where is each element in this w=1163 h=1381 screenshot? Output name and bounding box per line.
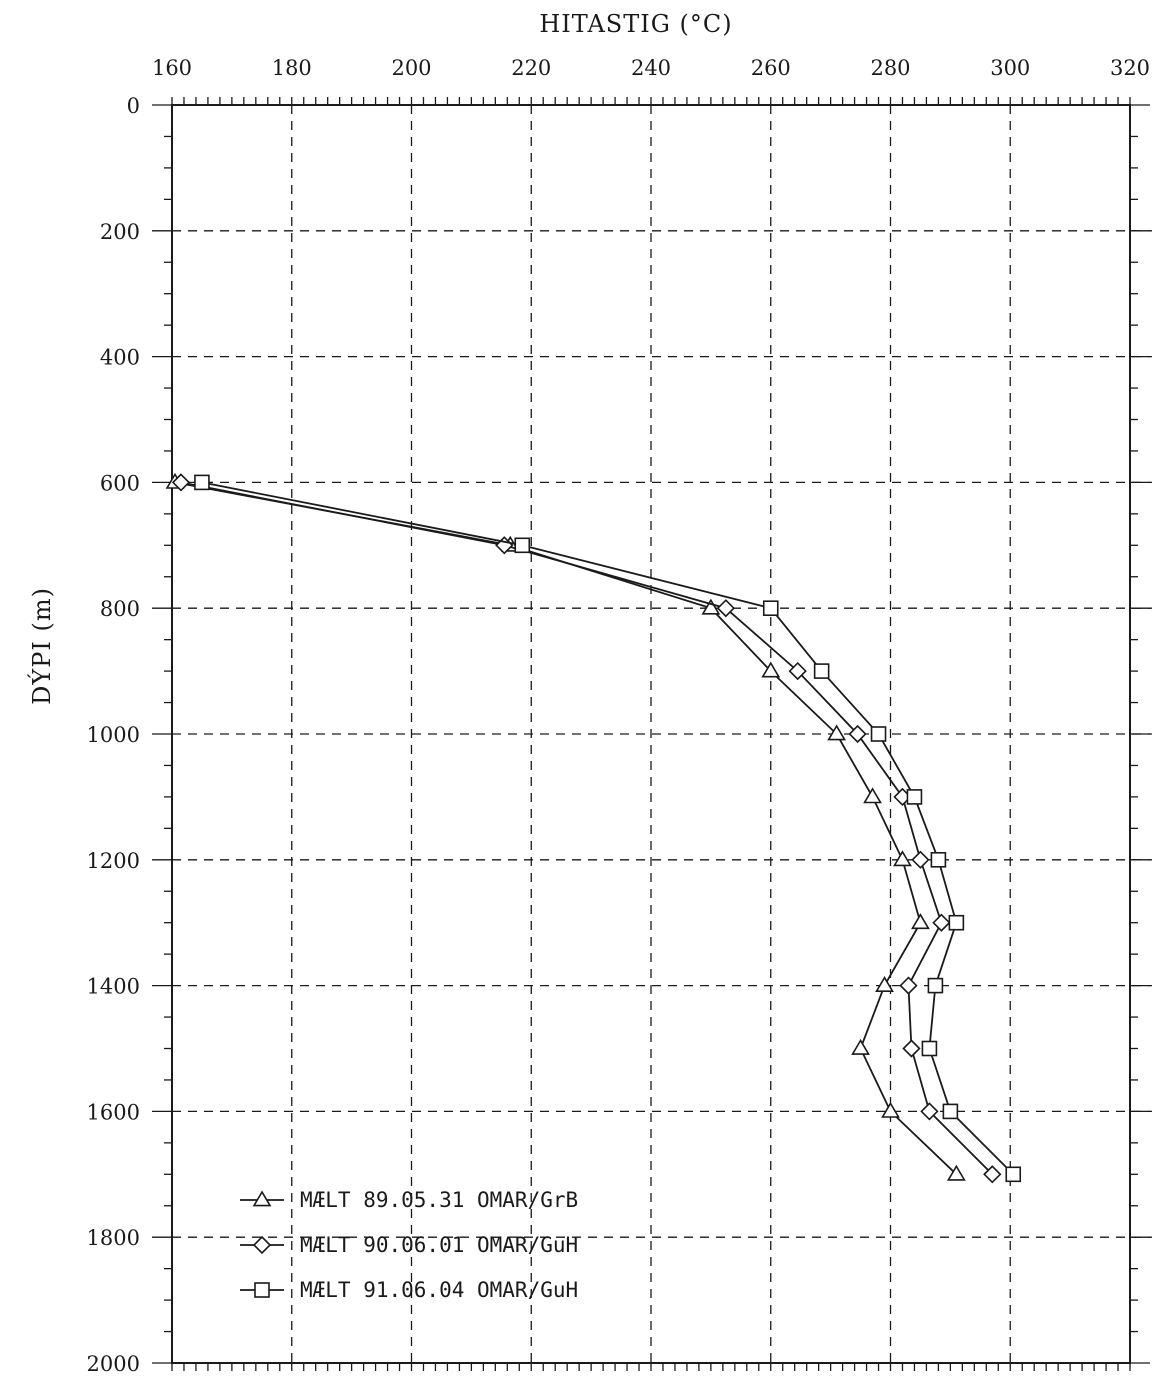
- legend-item: MÆLT 91.06.04 OMAR/GuH: [240, 1278, 578, 1302]
- square-data-point: [930, 851, 947, 868]
- triangle-data-point: [946, 1164, 966, 1181]
- y-tick-label: 600: [100, 471, 140, 495]
- diamond-data-point: [899, 976, 918, 995]
- square-data-point: [813, 663, 830, 679]
- series-triangle: [165, 472, 966, 1181]
- diamond-data-point: [716, 599, 735, 618]
- triangle-data-point: [761, 661, 781, 678]
- diamond-data-point: [911, 850, 930, 869]
- legend-diamond-marker: [252, 1235, 272, 1255]
- legend-label: MÆLT 91.06.04 OMAR/GuH: [300, 1278, 578, 1302]
- square-data-point: [1005, 1166, 1022, 1183]
- x-tick-label: 320: [1110, 56, 1150, 80]
- triangle-data-point: [881, 1101, 900, 1118]
- minor-ticks: [152, 97, 1150, 1371]
- y-tick-label: 1600: [87, 1100, 140, 1124]
- series-line-square: [201, 481, 1014, 1175]
- series-diamond: [171, 473, 1002, 1184]
- y-tick-label: 1400: [87, 975, 140, 999]
- diamond-data-point: [983, 1165, 1002, 1184]
- diamond-data-point: [171, 473, 191, 492]
- square-data-point: [514, 537, 531, 554]
- square-data-point: [942, 1103, 959, 1120]
- diamond-data-point: [902, 1039, 921, 1058]
- series-line-triangle: [174, 481, 957, 1175]
- legend-item: MÆLT 89.05.31 OMAR/GrB: [240, 1188, 578, 1212]
- triangle-data-point: [875, 976, 894, 993]
- x-tick-label: 260: [751, 56, 791, 80]
- square-data-point: [906, 789, 923, 805]
- series-square: [194, 474, 1022, 1183]
- x-tick-label: 280: [870, 56, 910, 80]
- series-line-diamond: [180, 481, 993, 1175]
- y-tick-label: 2000: [87, 1352, 140, 1376]
- legend-triangle-marker: [252, 1190, 272, 1207]
- grid-lines: [172, 105, 1152, 1363]
- square-data-point: [921, 1040, 938, 1057]
- x-tick-label: 220: [511, 56, 551, 80]
- legend-item: MÆLT 90.06.01 OMAR/GuH: [240, 1233, 578, 1257]
- y-axis-title: DÝPI (m): [27, 587, 56, 705]
- x-tick-label: 160: [152, 56, 192, 80]
- triangle-data-point: [851, 1038, 870, 1055]
- x-tick-label: 180: [272, 56, 312, 80]
- y-tick-label: 400: [100, 346, 140, 370]
- legend: MÆLT 89.05.31 OMAR/GrB MÆLT 90.06.01 OMAR…: [240, 1188, 578, 1302]
- x-tick-label: 200: [391, 56, 431, 80]
- triangle-data-point: [893, 850, 912, 867]
- y-tick-labels: 0 200 400 600 800 1000 1200 1400 1600 1800 2000: [87, 94, 140, 1376]
- x-tick-label: 240: [631, 56, 671, 80]
- square-data-point: [948, 914, 965, 931]
- diamond-data-point: [932, 913, 951, 932]
- y-tick-label: 1200: [87, 849, 140, 873]
- y-tick-label: 200: [100, 220, 140, 244]
- data-series: [165, 472, 1022, 1184]
- square-data-point: [762, 600, 779, 617]
- square-data-point: [194, 474, 210, 491]
- triangle-data-point: [827, 724, 847, 741]
- diamond-data-point: [848, 724, 867, 744]
- x-tick-labels: 160 180 200 220 240 260 280 300 320: [152, 56, 1150, 80]
- y-tick-label: 0: [127, 94, 140, 118]
- diamond-data-point: [920, 1102, 939, 1121]
- x-axis-title: HITASTIG (°C): [539, 10, 732, 38]
- y-tick-label: 1800: [87, 1226, 140, 1250]
- triangle-data-point: [863, 787, 882, 804]
- y-tick-label: 1000: [87, 723, 140, 747]
- y-tick-label: 800: [100, 597, 140, 621]
- triangle-data-point: [911, 913, 930, 930]
- legend-label: MÆLT 90.06.01 OMAR/GuH: [300, 1233, 578, 1257]
- legend-label: MÆLT 89.05.31 OMAR/GrB: [300, 1188, 578, 1212]
- triangle-data-point: [701, 598, 721, 615]
- plot-frame: [171, 104, 1131, 1364]
- diamond-data-point: [788, 661, 807, 681]
- square-data-point: [927, 977, 944, 994]
- x-tick-label: 300: [990, 56, 1030, 80]
- legend-square-marker: [254, 1282, 270, 1298]
- square-data-point: [870, 726, 887, 742]
